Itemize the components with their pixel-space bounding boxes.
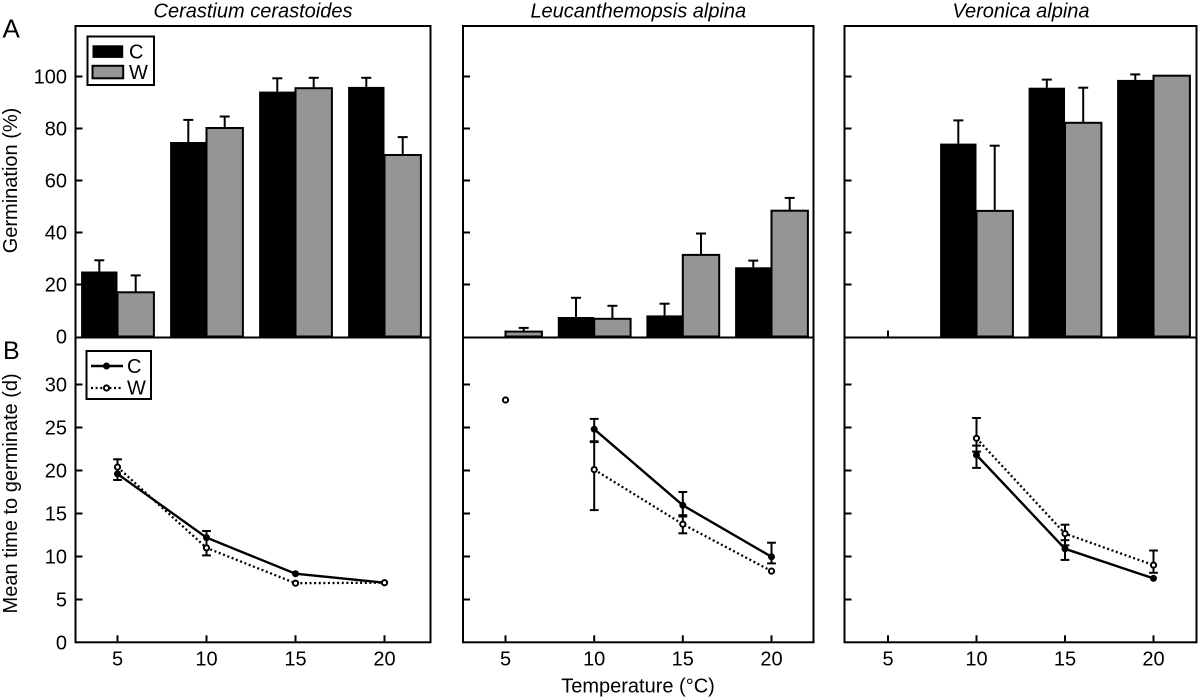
svg-text:0: 0 <box>56 633 67 655</box>
svg-text:Temperature (°C): Temperature (°C) <box>561 676 715 698</box>
svg-text:Leucanthemopsis alpina: Leucanthemopsis alpina <box>530 1 746 23</box>
svg-text:W: W <box>129 62 148 84</box>
svg-text:10: 10 <box>45 547 67 569</box>
svg-text:40: 40 <box>45 223 67 245</box>
svg-text:10: 10 <box>583 649 605 671</box>
svg-text:25: 25 <box>45 418 67 440</box>
svg-text:15: 15 <box>672 649 694 671</box>
svg-text:15: 15 <box>45 504 67 526</box>
svg-text:20: 20 <box>45 461 67 483</box>
svg-text:10: 10 <box>195 649 217 671</box>
svg-text:A: A <box>3 14 21 44</box>
svg-text:Veronica alpina: Veronica alpina <box>952 1 1089 23</box>
svg-text:80: 80 <box>45 119 67 141</box>
svg-text:0: 0 <box>56 327 67 349</box>
svg-text:5: 5 <box>882 649 893 671</box>
svg-text:C: C <box>127 356 141 378</box>
svg-text:W: W <box>127 378 146 400</box>
svg-text:30: 30 <box>45 375 67 397</box>
svg-text:C: C <box>129 42 143 64</box>
svg-text:20: 20 <box>760 649 782 671</box>
svg-text:5: 5 <box>56 590 67 612</box>
svg-text:20: 20 <box>373 649 395 671</box>
svg-text:Mean time to germinate (d): Mean time to germinate (d) <box>0 373 22 613</box>
svg-text:20: 20 <box>45 275 67 297</box>
svg-text:5: 5 <box>112 649 123 671</box>
svg-text:100: 100 <box>34 67 67 89</box>
svg-text:5: 5 <box>500 649 511 671</box>
svg-text:60: 60 <box>45 171 67 193</box>
svg-text:15: 15 <box>284 649 306 671</box>
svg-text:Germination (%): Germination (%) <box>0 108 22 254</box>
svg-text:20: 20 <box>1142 649 1164 671</box>
svg-text:B: B <box>3 337 20 365</box>
svg-text:Cerastium cerastoides: Cerastium cerastoides <box>154 1 353 23</box>
svg-text:10: 10 <box>965 649 987 671</box>
svg-text:15: 15 <box>1054 649 1076 671</box>
